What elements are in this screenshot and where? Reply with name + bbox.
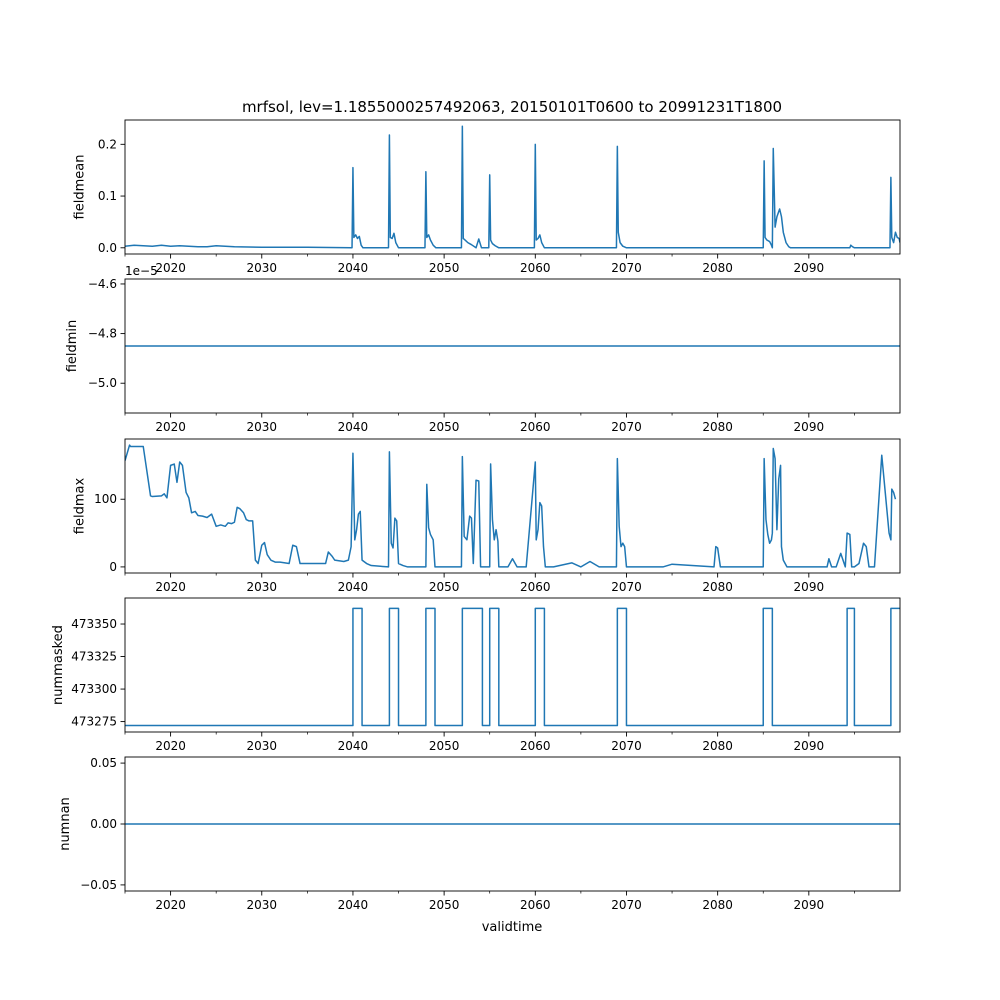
fieldmax-x-tick-label: 2030 [246, 580, 277, 594]
nummasked-x-tick-label: 2080 [702, 739, 733, 753]
panel-fieldmin: 2020 2030 2040 2050 2060 2070 2080 2090 −5.0 −4.8… [65, 264, 901, 434]
numnan-x-tick-label: 2040 [338, 898, 369, 912]
fieldmean-x-tick-label: 2030 [246, 261, 277, 275]
fieldmean-x-tick-label: 2080 [702, 261, 733, 275]
fieldmean-y-tick-label: 0.1 [98, 189, 117, 203]
fieldmax-y-axis-label: fieldmax [72, 478, 87, 535]
fieldmean-x-tick-label: 2070 [611, 261, 642, 275]
fieldmin-x-tick-label: 2030 [246, 420, 277, 434]
fieldmax-y-tick-label: 0 [109, 560, 117, 574]
panel-numnan: 2020 2030 2040 2050 2060 2070 2080 2090 −0.05 0.0… [58, 756, 901, 912]
fieldmin-x-tick-label: 2020 [155, 420, 186, 434]
numnan-x-tick-label: 2060 [520, 898, 551, 912]
panel-fieldmean: 2020 2030 2040 2050 2060 2070 2080 2090 0.0 0.1 0.… [72, 119, 901, 275]
fieldmean-y-axis-label: fieldmean [72, 155, 87, 220]
fieldmax-axes-frame [124, 438, 901, 574]
fieldmin-axes-frame [124, 278, 901, 414]
nummasked-x-tick-label: 2020 [155, 739, 186, 753]
x-axis-label: validtime [482, 920, 543, 935]
fieldmax-x-tick-label: 2020 [155, 580, 186, 594]
nummasked-y-axis-label: nummasked [51, 625, 66, 705]
panel-fieldmax: 2020 2030 2040 2050 2060 2070 2080 2090 0 100 fiel… [72, 438, 901, 594]
fieldmax-series-line [125, 444, 897, 568]
fieldmin-y-tick-label: −4.8 [88, 327, 117, 341]
fieldmean-x-tick-label: 2090 [794, 261, 825, 275]
nummasked-x-tick-label: 2070 [611, 739, 642, 753]
numnan-x-tick-label: 2020 [155, 898, 186, 912]
numnan-x-tick-label: 2070 [611, 898, 642, 912]
fieldmin-x-tick-label: 2040 [338, 420, 369, 434]
fieldmean-x-tick-label: 2060 [520, 261, 551, 275]
fieldmax-x-tick-label: 2090 [794, 580, 825, 594]
fieldmean-x-tick-label: 2050 [429, 261, 460, 275]
nummasked-x-tick-label: 2060 [520, 739, 551, 753]
nummasked-x-tick-label: 2090 [794, 739, 825, 753]
fieldmax-x-tick-label: 2060 [520, 580, 551, 594]
nummasked-y-tick-label: 473275 [71, 715, 117, 729]
numnan-x-tick-label: 2080 [702, 898, 733, 912]
nummasked-x-tick-label: 2050 [429, 739, 460, 753]
nummasked-series-line [125, 607, 900, 727]
fieldmin-x-tick-label: 2070 [611, 420, 642, 434]
fieldmin-y-tick-label: −4.6 [88, 277, 117, 291]
fieldmean-series-line [125, 125, 900, 249]
numnan-x-tick-label: 2050 [429, 898, 460, 912]
fieldmin-x-tick-label: 2080 [702, 420, 733, 434]
numnan-y-tick-label: −0.05 [80, 878, 117, 892]
numnan-y-tick-label: 0.00 [90, 817, 117, 831]
nummasked-x-tick-label: 2040 [338, 739, 369, 753]
numnan-y-axis-label: numnan [58, 797, 73, 851]
fieldmin-x-tick-label: 2090 [794, 420, 825, 434]
numnan-x-tick-label: 2030 [246, 898, 277, 912]
fieldmax-x-tick-label: 2050 [429, 580, 460, 594]
fieldmin-x-tick-label: 2050 [429, 420, 460, 434]
fieldmean-x-tick-label: 2020 [155, 261, 186, 275]
panel-nummasked: 2020 2030 2040 2050 2060 2070 2080 2090 473275 47… [51, 597, 901, 753]
nummasked-x-tick-label: 2030 [246, 739, 277, 753]
fieldmin-y-axis-label: fieldmin [65, 320, 80, 373]
fieldmin-offset-label: 1e−5 [125, 264, 158, 278]
fieldmin-x-tick-label: 2060 [520, 420, 551, 434]
fieldmean-x-tick-label: 2040 [338, 261, 369, 275]
nummasked-axes-frame [124, 597, 901, 733]
subplots: 2020 2030 2040 2050 2060 2070 2080 2090 0.0 0.1 0.… [51, 119, 901, 912]
fieldmax-x-tick-label: 2080 [702, 580, 733, 594]
fieldmax-y-tick-label: 100 [94, 492, 117, 506]
numnan-x-tick-label: 2090 [794, 898, 825, 912]
fieldmean-y-tick-label: 0.0 [98, 241, 117, 255]
figure-title: mrfsol, lev=1.1855000257492063, 20150101… [242, 98, 782, 116]
fieldmax-x-tick-label: 2070 [611, 580, 642, 594]
nummasked-y-tick-label: 473300 [71, 682, 117, 696]
nummasked-y-tick-label: 473325 [71, 650, 117, 664]
fieldmean-axes-frame [124, 119, 901, 255]
nummasked-y-tick-label: 473350 [71, 617, 117, 631]
fieldmean-y-tick-label: 0.2 [98, 137, 117, 151]
numnan-y-tick-label: 0.05 [90, 756, 117, 770]
fieldmin-y-tick-label: −5.0 [88, 376, 117, 390]
fieldmax-x-tick-label: 2040 [338, 580, 369, 594]
